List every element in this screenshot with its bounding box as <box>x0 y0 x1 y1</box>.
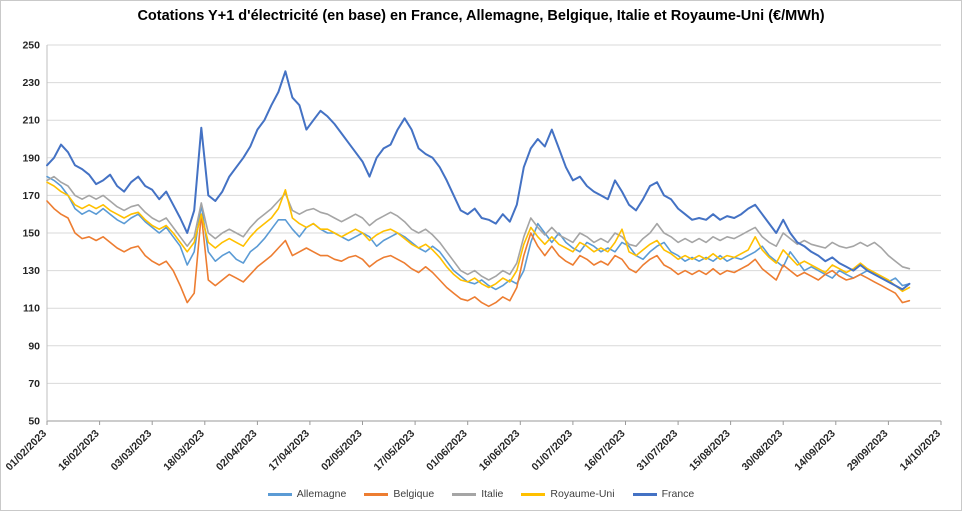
x-tick-label: 01/06/2023 <box>424 428 470 474</box>
legend-item-royaume-uni: Royaume-Uni <box>521 488 615 500</box>
legend-swatch-france <box>632 492 657 496</box>
legend-item-italie: Italie <box>452 488 503 500</box>
x-tick-label: 17/04/2023 <box>266 428 312 474</box>
x-tick-label: 02/05/2023 <box>319 428 365 474</box>
x-tick-label: 29/09/2023 <box>845 428 891 474</box>
x-tick-label: 16/07/2023 <box>582 428 628 474</box>
legend-label-france: France <box>661 488 695 500</box>
series-line-italie <box>46 175 911 281</box>
y-tick-label: 50 <box>28 416 40 428</box>
x-tick-label: 17/05/2023 <box>372 428 418 474</box>
legend-item-france: France <box>632 488 695 500</box>
x-tick-label: 31/07/2023 <box>635 428 681 474</box>
y-tick-label: 250 <box>22 40 40 52</box>
y-tick-label: 190 <box>22 152 40 164</box>
y-tick-label: 210 <box>22 115 40 127</box>
x-tick-label: 14/09/2023 <box>792 428 838 474</box>
x-tick-label: 03/03/2023 <box>109 428 155 474</box>
y-tick-label: 70 <box>28 378 40 390</box>
legend-label-italie: Italie <box>481 488 504 500</box>
legend-swatch-italie <box>452 492 477 496</box>
x-tick-label: 15/08/2023 <box>687 428 733 474</box>
legend-swatch-belgique <box>364 492 389 496</box>
y-tick-label: 90 <box>28 340 40 352</box>
legend-swatch-allemagne <box>267 492 292 496</box>
y-tick-label: 170 <box>22 190 40 202</box>
series-line-france <box>46 70 911 291</box>
x-tick-label: 16/06/2023 <box>477 428 523 474</box>
x-tick-label: 30/08/2023 <box>740 428 786 474</box>
chart-legend: Allemagne Belgique Italie Royaume-Uni France <box>1 478 961 510</box>
y-tick-label: 110 <box>23 303 40 315</box>
x-tick-label: 16/02/2023 <box>56 428 102 474</box>
legend-label-royaume-uni: Royaume-Uni <box>550 488 615 500</box>
legend-label-allemagne: Allemagne <box>296 488 347 500</box>
x-tick-label: 01/07/2023 <box>529 428 575 474</box>
legend-item-allemagne: Allemagne <box>267 488 347 500</box>
y-tick-label: 230 <box>22 77 40 89</box>
series-line-belgique <box>46 200 911 308</box>
chart-plot-area: 50 70 90 110 130 150 170 190 210 230 250 01/02/2023… <box>3 40 943 474</box>
chart-title: Cotations Y+1 d'électricité (en base) en… <box>137 8 825 24</box>
x-tick-label: 18/03/2023 <box>161 428 207 474</box>
series-line-royaume-uni <box>46 181 911 293</box>
y-tick-label: 130 <box>22 265 40 277</box>
x-tick-label: 02/04/2023 <box>214 428 260 474</box>
legend-label-belgique: Belgique <box>393 488 435 500</box>
y-tick-label: 150 <box>22 228 40 240</box>
legend-item-belgique: Belgique <box>364 488 434 500</box>
x-tick-label: 14/10/2023 <box>897 428 943 474</box>
x-tick-label: 01/02/2023 <box>3 428 49 474</box>
legend-swatch-royaume-uni <box>521 492 546 496</box>
